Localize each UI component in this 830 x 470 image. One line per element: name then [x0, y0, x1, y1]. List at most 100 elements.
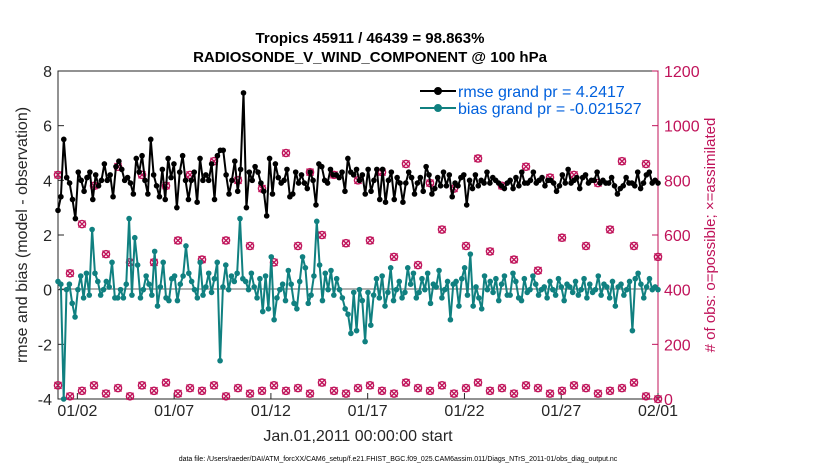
rmse-point — [501, 185, 508, 192]
rmse-point — [417, 174, 424, 181]
obs-assimilated-cross — [546, 389, 554, 398]
obs-possible-circle — [77, 219, 87, 229]
bias-point — [208, 289, 215, 296]
bias-point — [547, 278, 553, 285]
bias-point — [427, 300, 434, 307]
rmse-point — [260, 188, 267, 195]
obs-assimilated-circle — [293, 383, 303, 393]
bias-point — [336, 286, 343, 293]
obs-possible-cross — [78, 220, 86, 229]
bias-point — [151, 248, 158, 255]
obs-assimilated-circle — [233, 383, 243, 393]
obs-assimilated-circle — [569, 381, 579, 390]
rmse-point — [95, 183, 102, 189]
bias-point — [268, 254, 275, 260]
obs-possible-circle — [461, 241, 471, 251]
rmse-point — [60, 136, 67, 143]
bias-point — [618, 281, 624, 288]
obs-possible-circle — [485, 247, 495, 256]
rmse-point — [75, 169, 82, 175]
bias-point — [365, 289, 371, 296]
bias-point — [271, 316, 277, 323]
obs-possible-cross — [474, 154, 482, 163]
rmse-point — [147, 136, 154, 143]
bias-point — [638, 281, 644, 288]
rmse-point — [475, 183, 482, 189]
rmse-point — [408, 174, 415, 181]
obs-assimilated-circle — [521, 381, 531, 390]
bias-point — [376, 295, 383, 301]
obs-assimilated-circle — [317, 378, 327, 387]
obs-possible-cross — [342, 239, 350, 248]
bias-point — [60, 396, 67, 402]
obs-assimilated-circle — [449, 389, 459, 398]
bias-point — [188, 278, 195, 285]
bias-point — [393, 286, 400, 293]
bias-point — [325, 286, 331, 293]
obs-possible-cross — [534, 266, 542, 275]
obs-assimilated-cross — [654, 395, 662, 403]
bias-point — [370, 292, 377, 298]
rmse-point — [237, 166, 244, 173]
obs-possible-cross — [318, 231, 326, 239]
rmse-point — [632, 183, 638, 189]
bias-point — [362, 338, 368, 345]
rmse-point — [243, 204, 250, 211]
obs-possible-circle — [293, 241, 303, 251]
bias-point — [331, 292, 337, 298]
bias-point — [234, 270, 240, 277]
obs-possible-circle — [557, 233, 567, 243]
obs-assimilated-circle — [209, 381, 219, 390]
bias-point — [294, 306, 300, 312]
bias-point — [510, 270, 516, 277]
bias-point — [222, 262, 229, 268]
legend-rmse-marker — [434, 87, 442, 95]
obs-assimilated-circle — [533, 383, 543, 393]
bias-point — [569, 289, 576, 296]
obs-assimilated-circle — [581, 383, 591, 393]
rmse-point — [92, 172, 99, 178]
obs-assimilated-circle — [53, 381, 63, 390]
rmse-point — [289, 191, 296, 197]
obs-possible-cross — [558, 233, 566, 242]
obs-possible-circle — [401, 159, 411, 169]
obs-possible-circle — [653, 252, 663, 262]
obs-assimilated-cross — [162, 378, 170, 387]
obs-assimilated-circle — [353, 383, 363, 393]
rmse-point — [191, 169, 198, 175]
bias-point — [629, 327, 636, 334]
obs-assimilated-cross — [630, 378, 638, 387]
bias-point — [313, 218, 320, 225]
obs-assimilated-circle — [461, 383, 471, 393]
obs-assimilated-cross — [414, 384, 422, 393]
rmse-point — [339, 169, 345, 175]
rmse-point — [266, 155, 273, 162]
rmse-point — [194, 199, 200, 205]
bias-point — [69, 300, 76, 307]
bias-point — [77, 273, 84, 279]
bias-point — [461, 265, 468, 271]
bias-point — [612, 303, 619, 309]
bias-point — [555, 275, 562, 282]
obs-possible-circle — [365, 236, 375, 245]
obs-possible-circle — [473, 154, 483, 163]
bias-point — [439, 295, 445, 301]
rmse-point — [487, 180, 493, 186]
obs-assimilated-cross — [474, 378, 482, 387]
rmse-point — [124, 174, 131, 181]
x-tick-label: 01/02 — [57, 403, 97, 420]
bias-point — [166, 297, 172, 304]
obs-assimilated-circle — [377, 386, 387, 396]
obs-assimilated-cross — [90, 381, 98, 390]
bias-point — [95, 278, 101, 285]
rmse-point — [272, 161, 279, 167]
bias-point — [245, 286, 252, 293]
rmse-point — [345, 155, 351, 162]
bias-point — [106, 284, 112, 290]
obs-possible-circle — [341, 238, 351, 248]
bias-point — [114, 295, 121, 301]
rmse-point — [255, 169, 261, 175]
rmse-point — [640, 180, 647, 186]
rmse-point — [89, 196, 96, 203]
rmse-point — [542, 183, 548, 189]
